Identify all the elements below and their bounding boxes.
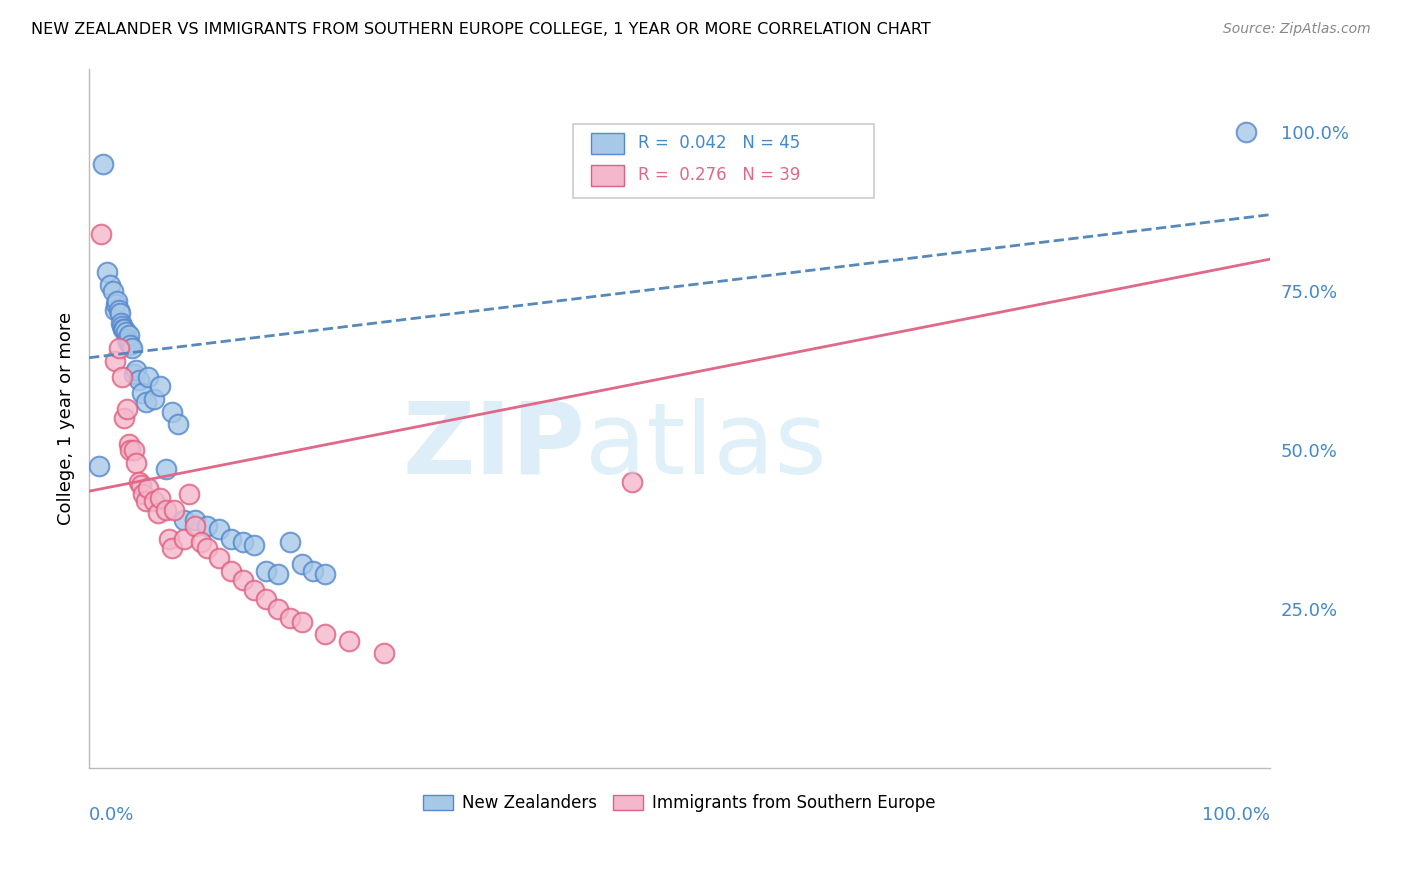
Point — [125, 456, 148, 470]
Point — [278, 535, 301, 549]
Point — [163, 503, 186, 517]
Point — [243, 538, 266, 552]
Point — [114, 326, 136, 340]
Point — [149, 379, 172, 393]
Point — [208, 522, 231, 536]
Point — [254, 592, 277, 607]
Y-axis label: College, 1 year or more: College, 1 year or more — [58, 311, 75, 524]
Point — [110, 316, 132, 330]
Point — [117, 334, 139, 349]
Point — [232, 573, 254, 587]
Point — [125, 363, 148, 377]
Point — [115, 332, 138, 346]
Point — [135, 395, 157, 409]
Point — [219, 564, 242, 578]
Point — [128, 475, 150, 489]
Point — [232, 535, 254, 549]
Point — [143, 392, 166, 406]
Text: ZIP: ZIP — [402, 398, 585, 494]
Point — [105, 296, 128, 310]
Point — [143, 493, 166, 508]
Point — [166, 417, 188, 432]
Point — [101, 284, 124, 298]
Point — [160, 405, 183, 419]
Point — [314, 566, 336, 581]
Point — [136, 481, 159, 495]
Text: R =  0.042   N = 45: R = 0.042 N = 45 — [638, 135, 800, 153]
Text: NEW ZEALANDER VS IMMIGRANTS FROM SOUTHERN EUROPE COLLEGE, 1 YEAR OR MORE CORRELA: NEW ZEALANDER VS IMMIGRANTS FROM SOUTHER… — [31, 22, 931, 37]
Point — [155, 462, 177, 476]
Point — [302, 564, 325, 578]
Point — [112, 322, 135, 336]
Point — [115, 401, 138, 416]
Point — [267, 602, 290, 616]
Point — [157, 532, 180, 546]
Point — [128, 373, 150, 387]
Point — [219, 532, 242, 546]
Point — [195, 541, 218, 556]
Point — [190, 535, 212, 549]
Point — [267, 566, 290, 581]
FancyBboxPatch shape — [591, 133, 624, 153]
Point — [136, 369, 159, 384]
Point — [107, 303, 129, 318]
Point — [114, 322, 136, 336]
Point — [104, 354, 127, 368]
Point — [179, 487, 201, 501]
Point — [118, 436, 141, 450]
Point — [160, 541, 183, 556]
Text: 0.0%: 0.0% — [89, 806, 135, 824]
Legend: New Zealanders, Immigrants from Southern Europe: New Zealanders, Immigrants from Southern… — [416, 788, 942, 819]
Point — [243, 582, 266, 597]
Point — [104, 303, 127, 318]
Point — [120, 442, 142, 457]
Point — [208, 551, 231, 566]
Point — [146, 507, 169, 521]
Point — [184, 513, 207, 527]
Point — [107, 341, 129, 355]
Point — [184, 519, 207, 533]
FancyBboxPatch shape — [574, 125, 875, 198]
Point — [278, 611, 301, 625]
Point — [1234, 125, 1257, 139]
Point — [111, 369, 134, 384]
Text: atlas: atlas — [585, 398, 827, 494]
Point — [107, 293, 129, 308]
Point — [314, 627, 336, 641]
Point — [87, 458, 110, 473]
Point — [118, 328, 141, 343]
Text: Source: ZipAtlas.com: Source: ZipAtlas.com — [1223, 22, 1371, 37]
Point — [91, 157, 114, 171]
Point — [135, 493, 157, 508]
Point — [155, 503, 177, 517]
Point — [122, 442, 145, 457]
Point — [121, 341, 143, 355]
Point — [195, 519, 218, 533]
Text: 100.0%: 100.0% — [1202, 806, 1270, 824]
Point — [90, 227, 112, 241]
Point — [129, 478, 152, 492]
Point — [149, 491, 172, 505]
Point — [122, 367, 145, 381]
Point — [111, 318, 134, 333]
Point — [114, 411, 136, 425]
Point — [98, 277, 121, 292]
Point — [373, 646, 395, 660]
Point — [290, 558, 312, 572]
Point — [173, 532, 195, 546]
Point — [108, 306, 131, 320]
FancyBboxPatch shape — [591, 165, 624, 186]
Point — [337, 633, 360, 648]
Point — [621, 475, 644, 489]
Text: R =  0.276   N = 39: R = 0.276 N = 39 — [638, 167, 800, 185]
Point — [96, 265, 118, 279]
Point — [120, 338, 142, 352]
Point — [132, 487, 155, 501]
Point — [254, 564, 277, 578]
Point — [131, 385, 153, 400]
Point — [173, 513, 195, 527]
Point — [290, 615, 312, 629]
